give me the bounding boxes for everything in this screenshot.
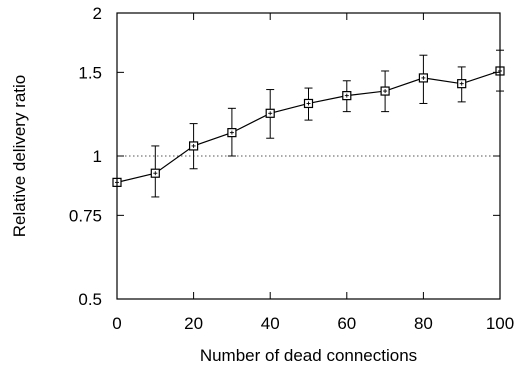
x-tick-label: 0	[112, 314, 121, 333]
x-tick-label: 20	[184, 314, 203, 333]
x-tick-label: 60	[337, 314, 356, 333]
y-tick-label: 1	[93, 147, 102, 166]
y-tick-label: 0.75	[69, 206, 102, 225]
x-axis-title: Number of dead connections	[200, 346, 417, 365]
series-layer	[112, 49, 505, 198]
y-tick-label: 2	[93, 4, 102, 23]
x-tick-label: 40	[261, 314, 280, 333]
y-tick-label: 0.5	[78, 290, 102, 309]
y-tick-label: 1.5	[78, 63, 102, 82]
x-tick-label: 100	[486, 314, 514, 333]
axis-layer	[116, 12, 501, 300]
x-tick-label: 80	[414, 314, 433, 333]
label-layer: 0 20 40 60 80 100 0.5 0.75 1 1.5 2 Number of dead c…	[10, 4, 514, 365]
y-axis-title: Relative delivery ratio	[10, 75, 29, 238]
